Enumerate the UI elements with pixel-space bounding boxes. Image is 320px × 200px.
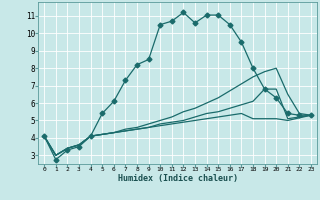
- X-axis label: Humidex (Indice chaleur): Humidex (Indice chaleur): [118, 174, 238, 183]
